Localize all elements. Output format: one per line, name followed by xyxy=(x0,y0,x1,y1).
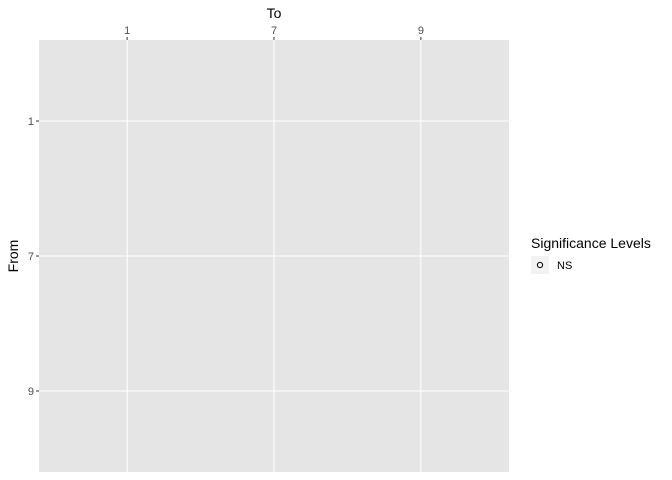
y-tick-label: 1 xyxy=(28,116,34,128)
legend-title: Significance Levels xyxy=(531,235,651,251)
legend-entries: NS xyxy=(531,256,572,274)
x-tick-label: 9 xyxy=(418,25,424,37)
x-axis-title: To xyxy=(267,5,282,21)
x-axis-ticks: 1 7 9 xyxy=(124,25,424,40)
legend-key-circle xyxy=(536,261,544,269)
legend: Significance Levels NS xyxy=(531,235,651,274)
legend-entry-label: NS xyxy=(557,260,572,272)
x-tick-label: 1 xyxy=(124,25,130,37)
grid-lines xyxy=(39,40,509,472)
y-tick-label: 9 xyxy=(28,386,34,398)
y-tick-label: 7 xyxy=(28,251,34,263)
y-axis-ticks: 1 7 9 xyxy=(28,116,39,398)
legend-key xyxy=(531,256,549,274)
x-tick-label: 7 xyxy=(271,25,277,37)
y-axis-title: From xyxy=(5,240,21,273)
